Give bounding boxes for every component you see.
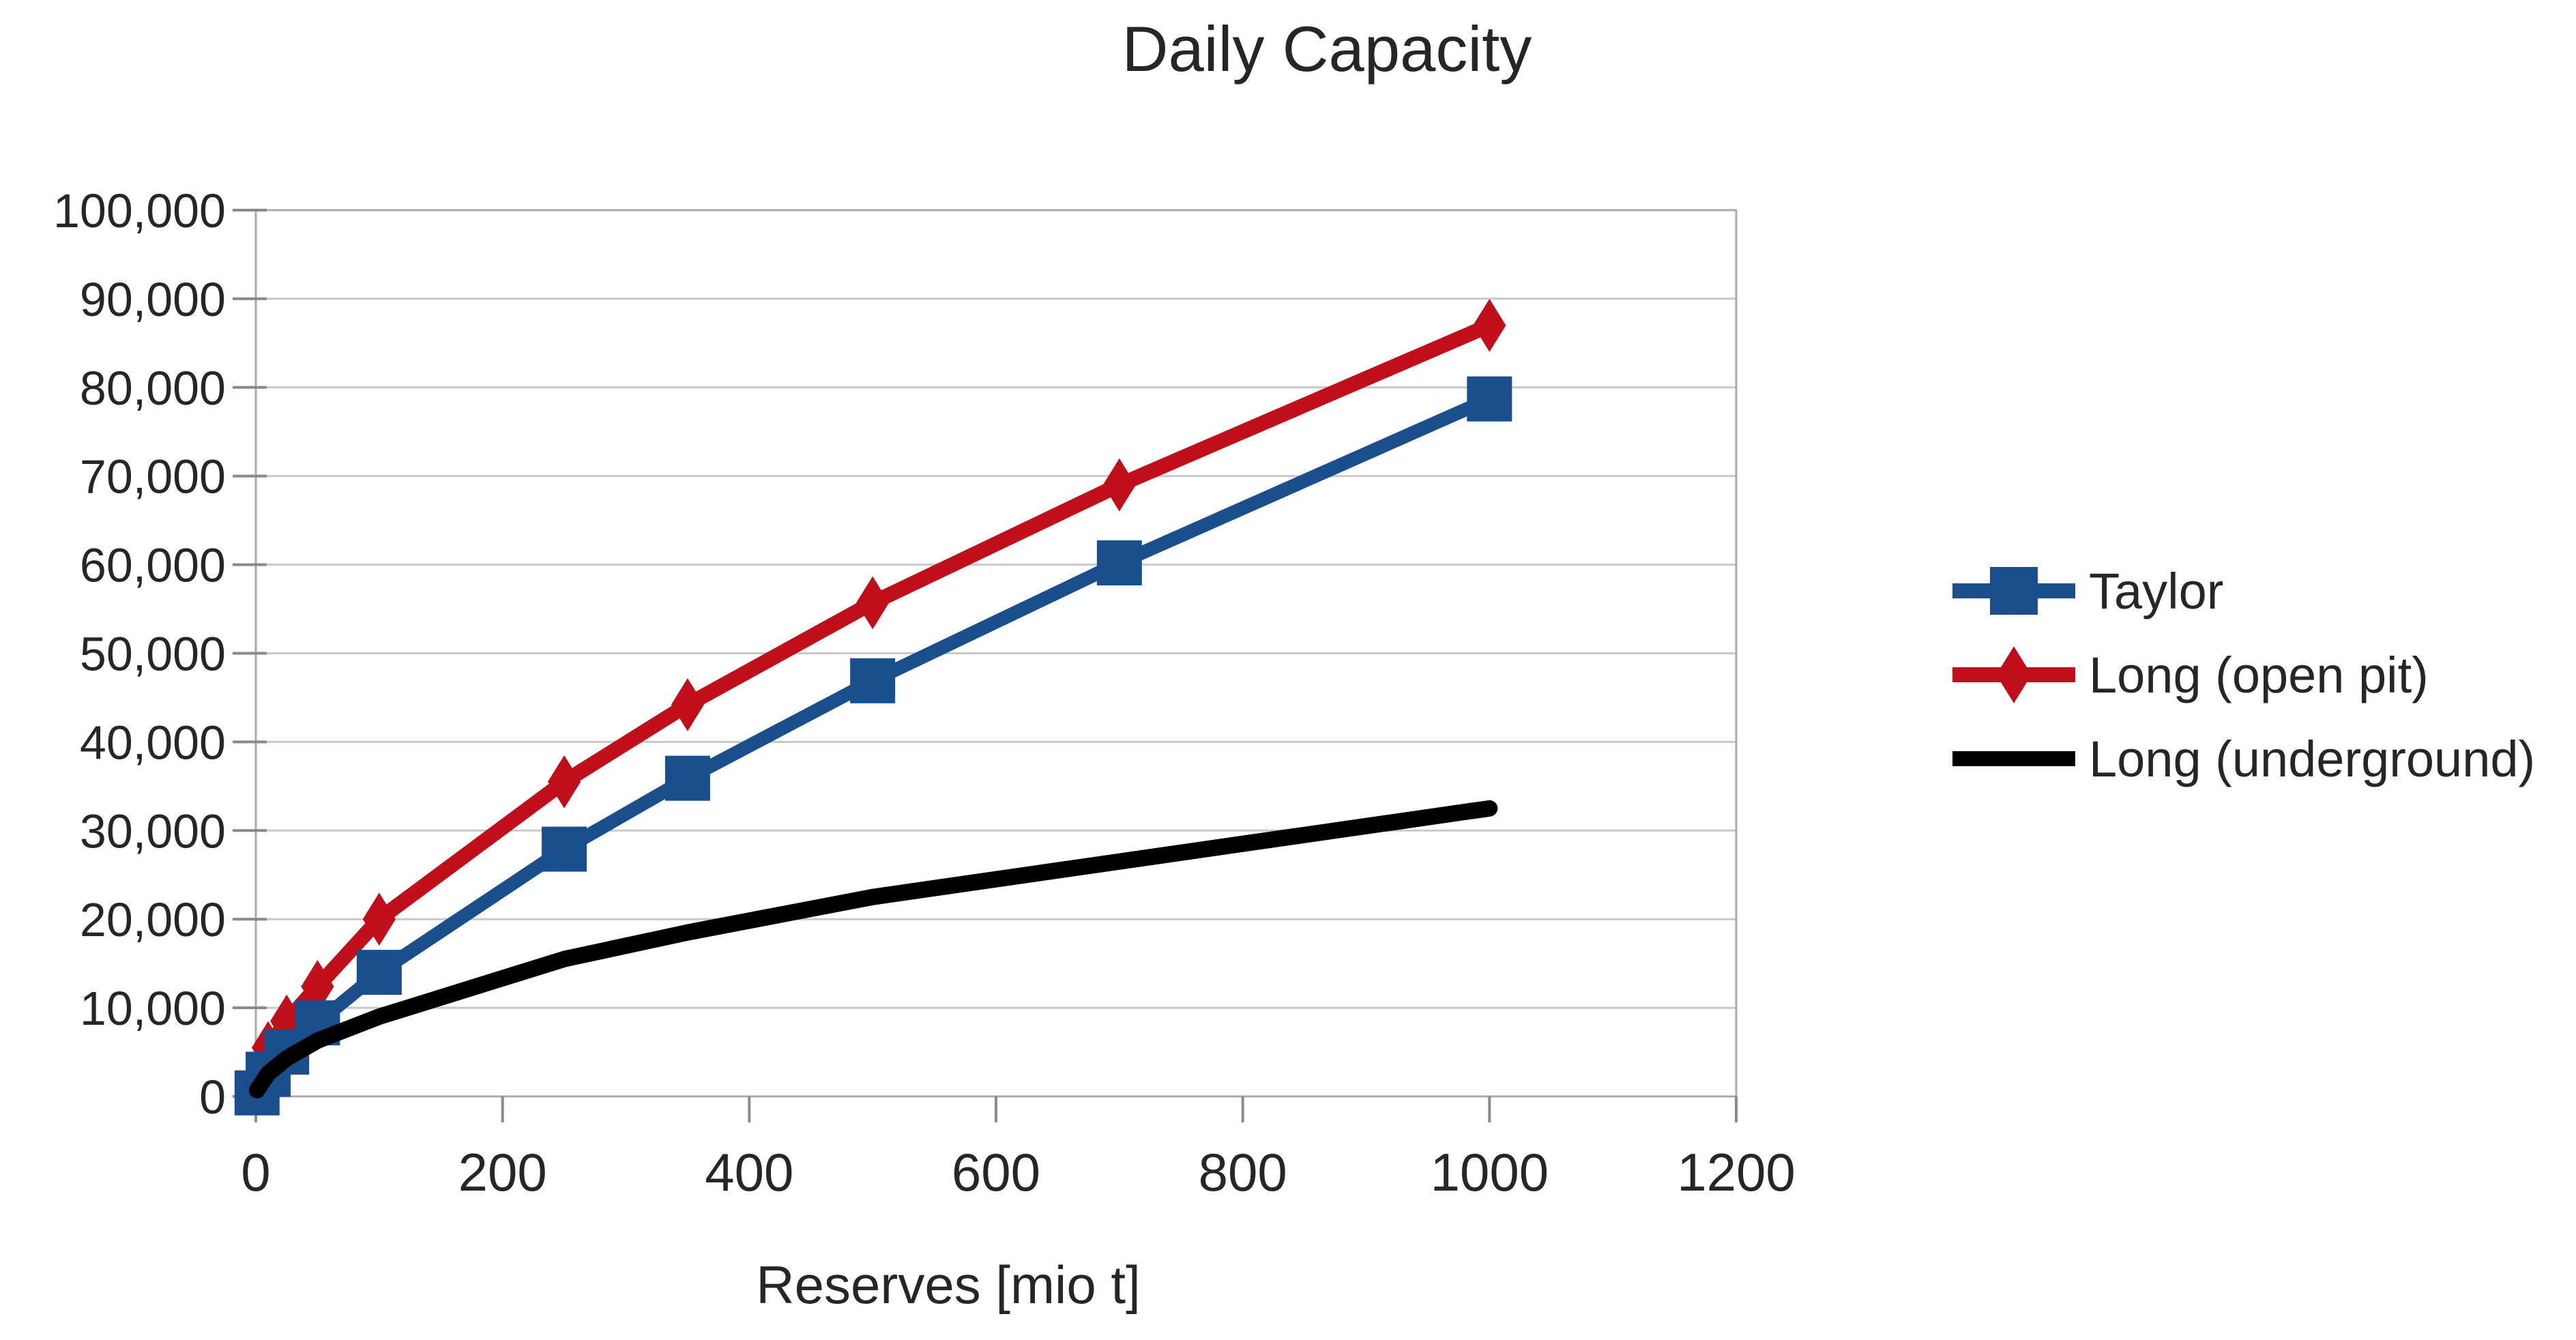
y-tick-label-90000: 90,000 — [80, 273, 226, 326]
x-tick-label-600: 600 — [952, 1142, 1040, 1202]
legend-swatch-marker-taylor — [1990, 567, 2038, 615]
series-taylor-marker-x350 — [664, 755, 710, 801]
x-tick-label-800: 800 — [1199, 1142, 1287, 1202]
legend-label-long-open-pit: Long (open pit) — [2089, 647, 2429, 703]
y-tick-label-30000: 30,000 — [80, 804, 226, 858]
y-tick-label-80000: 80,000 — [80, 362, 226, 415]
series-long-open-pit-line — [249, 317, 1497, 1096]
series-long-open-pit-marker-x100 — [362, 892, 396, 946]
series-taylor-marker-x700 — [1096, 540, 1142, 586]
legend-swatch-marker-long-open-pit — [1996, 646, 2032, 703]
series-long-open-pit-marker-x250 — [547, 755, 581, 809]
x-tick-label-400: 400 — [705, 1142, 793, 1202]
series-taylor-marker-x250 — [542, 826, 587, 872]
x-tick-label-1200: 1200 — [1677, 1142, 1796, 1202]
x-tick-label-200: 200 — [458, 1142, 547, 1202]
series-taylor-marker-x500 — [850, 658, 896, 703]
series-long-open-pit-marker-x350 — [671, 678, 705, 731]
series-long-open-pit-marker-x500 — [856, 576, 890, 630]
y-tick-label-50000: 50,000 — [80, 628, 226, 681]
series-long-open-pit-marker-x50 — [301, 960, 334, 1013]
x-tick-label-0: 0 — [241, 1142, 270, 1202]
x-axis-title: Reserves [mio t] — [756, 1255, 1141, 1315]
y-tick-label-100000: 100,000 — [53, 184, 226, 237]
y-tick-label-40000: 40,000 — [80, 716, 226, 769]
legend-label-long-underground: Long (underground) — [2089, 731, 2535, 787]
series-long-open-pit-marker-x700 — [1102, 458, 1136, 512]
y-tick-label-20000: 20,000 — [80, 893, 226, 946]
series-long-open-pit-marker-x1000 — [1473, 298, 1506, 352]
y-tick-label-60000: 60,000 — [80, 539, 226, 592]
x-tick-label-1000: 1000 — [1431, 1142, 1549, 1202]
series-taylor-marker-x1000 — [1467, 376, 1512, 422]
y-tick-label-0: 0 — [199, 1070, 226, 1124]
chart-title: Daily Capacity — [1122, 13, 1532, 85]
series-taylor-marker-x100 — [356, 950, 402, 995]
series-long-underground-line — [248, 800, 1498, 1098]
legend-label-taylor: Taylor — [2089, 563, 2223, 620]
y-tick-label-10000: 10,000 — [80, 982, 226, 1035]
y-tick-label-70000: 70,000 — [80, 450, 226, 504]
